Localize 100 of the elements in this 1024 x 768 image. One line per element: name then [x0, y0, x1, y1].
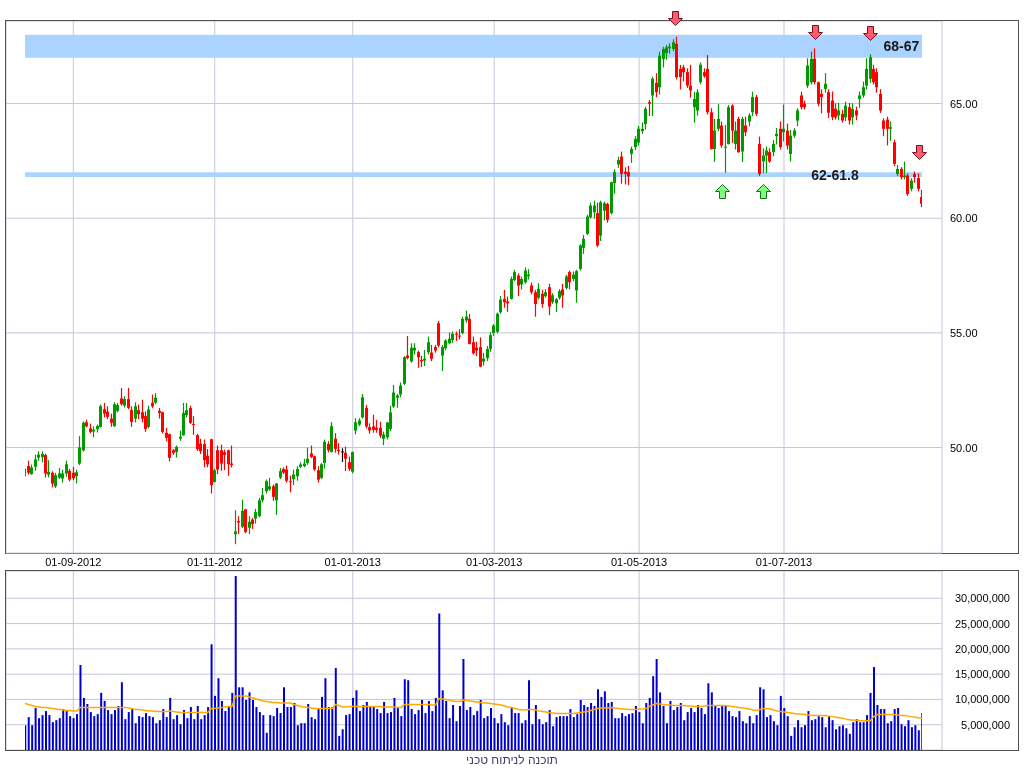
- candlestick: [713, 119, 716, 162]
- candlestick: [216, 445, 219, 475]
- candlestick: [717, 104, 720, 132]
- bar: [479, 699, 482, 750]
- bar: [710, 692, 713, 750]
- bar: [748, 716, 751, 750]
- bar: [196, 706, 199, 750]
- candlestick: [844, 101, 847, 122]
- candlestick: [437, 321, 440, 348]
- bar: [283, 687, 286, 750]
- bar: [120, 682, 123, 750]
- bar: [410, 709, 413, 750]
- candlestick: [834, 103, 837, 120]
- candlestick: [630, 146, 633, 163]
- bar: [779, 695, 782, 750]
- candlestick: [858, 91, 861, 108]
- candlestick: [848, 102, 851, 125]
- candlestick: [479, 337, 482, 368]
- bar: [89, 712, 92, 750]
- bar: [300, 723, 303, 750]
- candlestick: [503, 289, 506, 308]
- x-tick-label: 01-01-2013: [324, 556, 381, 568]
- bar: [289, 707, 292, 750]
- candlestick: [599, 200, 602, 242]
- candlestick: [34, 454, 37, 471]
- bar: [258, 712, 261, 750]
- candlestick: [841, 109, 844, 123]
- bar: [817, 716, 820, 750]
- candlestick: [75, 469, 78, 484]
- bar: [621, 713, 624, 750]
- bar: [586, 707, 589, 750]
- bar: [872, 667, 875, 750]
- candlestick: [213, 468, 216, 483]
- candlestick: [886, 116, 889, 146]
- candlestick: [244, 508, 247, 534]
- bar: [231, 692, 234, 750]
- bar: [576, 714, 579, 750]
- candlestick: [734, 121, 737, 150]
- candlestick: [279, 468, 282, 480]
- candlestick: [906, 173, 909, 196]
- candlestick: [372, 414, 375, 433]
- bar: [307, 703, 310, 750]
- bar: [421, 699, 424, 750]
- candlestick: [496, 312, 499, 334]
- bar: [724, 706, 727, 750]
- y-tick-label: 5,000,000: [961, 718, 1010, 731]
- candlestick: [627, 166, 630, 186]
- candlestick: [648, 99, 651, 117]
- bar: [465, 710, 468, 750]
- candlestick: [272, 484, 275, 501]
- candlestick: [651, 76, 654, 117]
- bar: [759, 687, 762, 750]
- candlestick: [296, 466, 299, 481]
- candlestick: [524, 267, 527, 284]
- candlestick: [806, 58, 809, 88]
- candlestick: [103, 402, 106, 418]
- candlestick: [268, 477, 271, 491]
- bar: [151, 717, 154, 750]
- candlestick: [810, 51, 813, 85]
- bar: [138, 716, 141, 750]
- candlestick: [837, 102, 840, 121]
- bar: [234, 576, 237, 750]
- bar: [769, 715, 772, 750]
- candlestick: [699, 62, 702, 85]
- bar: [82, 697, 85, 750]
- candlestick: [358, 418, 361, 427]
- bar: [217, 678, 220, 750]
- bar: [548, 710, 551, 750]
- candlestick: [741, 116, 744, 162]
- bar: [879, 709, 882, 750]
- bar: [241, 687, 244, 750]
- candlestick: [813, 48, 816, 85]
- bar: [741, 721, 744, 750]
- bar: [396, 707, 399, 750]
- candlestick: [755, 94, 758, 117]
- candlestick: [548, 283, 551, 316]
- candlestick: [786, 123, 789, 150]
- y-tick-label: 60.00: [950, 212, 978, 225]
- bar: [745, 723, 748, 750]
- candlestick: [889, 121, 892, 141]
- bar: [438, 613, 441, 750]
- bar: [331, 707, 334, 750]
- candlestick: [458, 329, 461, 340]
- bar: [220, 700, 223, 750]
- candlestick: [210, 438, 213, 494]
- bar: [48, 715, 51, 750]
- candlestick: [354, 418, 357, 435]
- candlestick: [655, 73, 658, 98]
- bar: [72, 718, 75, 750]
- bar: [672, 710, 675, 750]
- bar: [148, 716, 151, 750]
- candlestick: [330, 422, 333, 453]
- bar: [866, 715, 869, 750]
- bar: [893, 709, 896, 750]
- candlestick: [765, 146, 768, 173]
- candlestick: [910, 178, 913, 192]
- candlestick: [351, 451, 354, 474]
- y-tick-label: 25,000,000: [954, 617, 1010, 630]
- bar: [707, 683, 710, 750]
- candlestick: [544, 289, 547, 298]
